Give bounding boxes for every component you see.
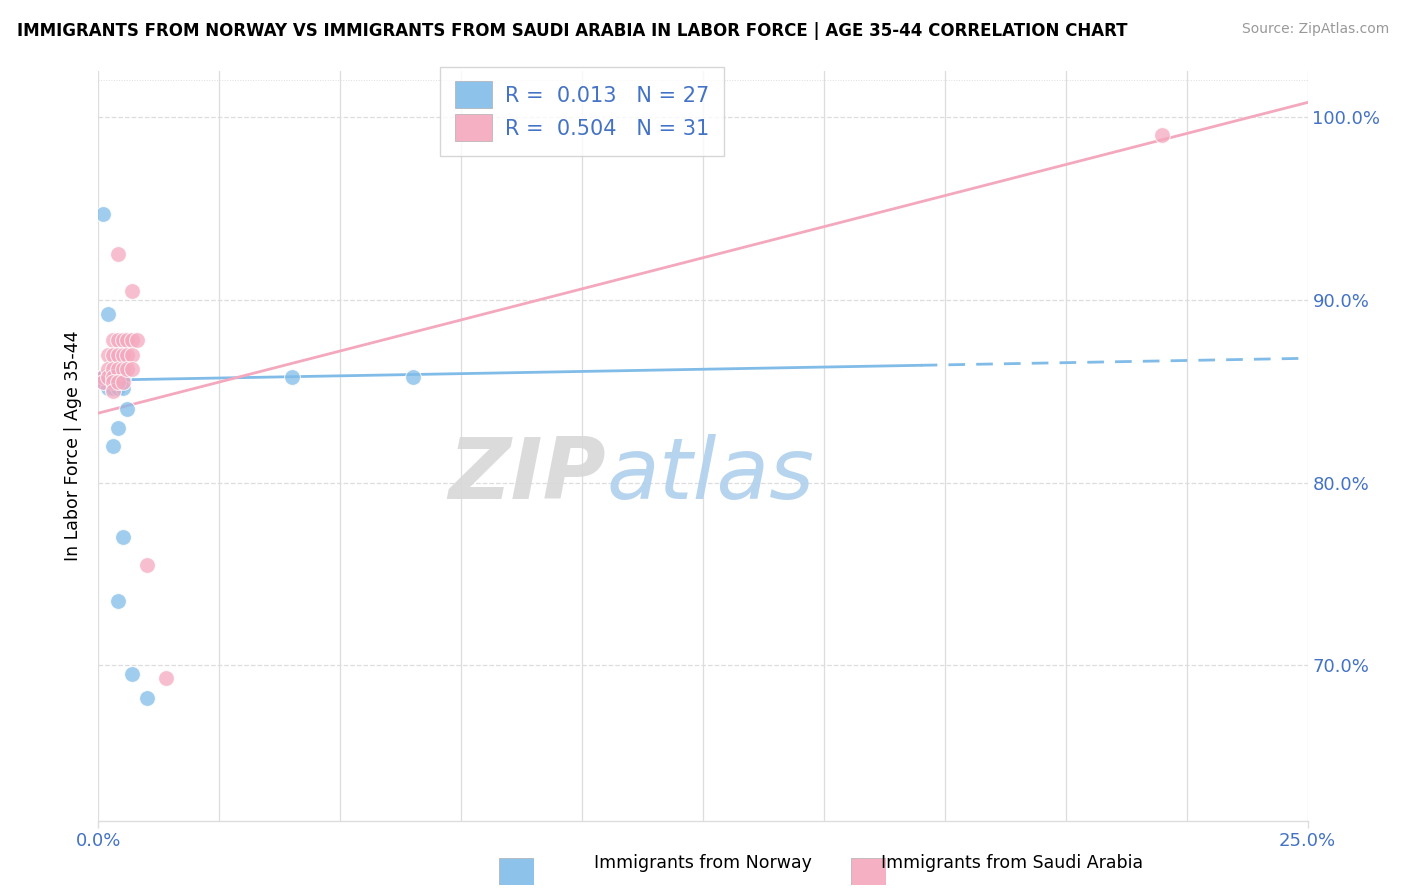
Point [97, 375, 120, 389]
Point [97, 362, 120, 376]
Point [91, 369, 114, 384]
Point [402, 369, 425, 384]
Point [111, 369, 134, 384]
Point [101, 375, 124, 389]
Point [101, 348, 124, 362]
Point [97, 380, 120, 394]
Y-axis label: In Labor Force | Age 35-44: In Labor Force | Age 35-44 [65, 331, 83, 561]
Point [111, 348, 134, 362]
Point [91, 369, 114, 384]
Point [101, 375, 124, 389]
Point [121, 333, 143, 347]
Text: ZIP: ZIP [449, 434, 606, 517]
Point [111, 530, 134, 544]
Legend: R =  0.013   N = 27, R =  0.504   N = 31: R = 0.013 N = 27, R = 0.504 N = 31 [440, 67, 724, 156]
Point [117, 402, 139, 417]
Point [97, 369, 120, 384]
Point [101, 362, 124, 376]
Point [117, 348, 139, 362]
Point [107, 421, 129, 435]
Point [111, 362, 134, 376]
Text: IMMIGRANTS FROM NORWAY VS IMMIGRANTS FROM SAUDI ARABIA IN LABOR FORCE | AGE 35-4: IMMIGRANTS FROM NORWAY VS IMMIGRANTS FRO… [17, 22, 1128, 40]
Point [101, 369, 124, 384]
Point [107, 348, 129, 362]
Point [1152, 128, 1174, 143]
Point [107, 380, 129, 394]
Point [111, 375, 134, 389]
Point [135, 558, 157, 572]
Point [107, 375, 129, 389]
Point [97, 307, 120, 321]
Point [97, 369, 120, 384]
Text: atlas: atlas [606, 434, 814, 517]
Point [107, 247, 129, 261]
Point [135, 691, 157, 706]
Point [281, 369, 304, 384]
Point [101, 369, 124, 384]
Point [91, 375, 114, 389]
Point [107, 369, 129, 384]
Point [97, 369, 120, 384]
Text: Immigrants from Norway: Immigrants from Norway [595, 855, 811, 872]
Point [121, 667, 143, 681]
Point [121, 362, 143, 376]
Point [91, 207, 114, 221]
Text: Source: ZipAtlas.com: Source: ZipAtlas.com [1241, 22, 1389, 37]
Point [111, 333, 134, 347]
Point [101, 333, 124, 347]
Point [91, 375, 114, 389]
Point [127, 333, 149, 347]
Point [101, 439, 124, 453]
Point [117, 333, 139, 347]
Point [101, 384, 124, 399]
Point [107, 333, 129, 347]
Point [155, 671, 177, 685]
Point [111, 380, 134, 394]
Text: Immigrants from Saudi Arabia: Immigrants from Saudi Arabia [882, 855, 1143, 872]
Point [101, 369, 124, 384]
Point [91, 369, 114, 384]
Point [121, 284, 143, 298]
Point [101, 380, 124, 394]
Point [107, 362, 129, 376]
Point [107, 594, 129, 608]
Point [107, 375, 129, 389]
Point [117, 362, 139, 376]
Point [121, 348, 143, 362]
Point [97, 348, 120, 362]
